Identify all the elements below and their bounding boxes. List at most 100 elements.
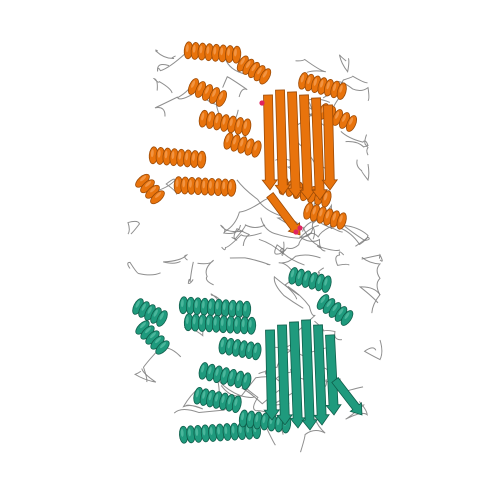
helix-shine: [154, 192, 162, 198]
helix-shine: [178, 151, 182, 160]
helix-a8: [223, 132, 262, 158]
loop: [260, 217, 319, 239]
loop: [197, 259, 214, 286]
strand-b4: [301, 319, 318, 431]
helix-shine: [326, 81, 330, 90]
helix-shine: [238, 425, 242, 434]
helix-shine: [234, 48, 237, 57]
helix-shine: [234, 341, 238, 350]
strand-arrow: [313, 324, 330, 426]
strand-arrow: [321, 104, 339, 191]
helix-shine: [325, 210, 330, 219]
helix-shine: [192, 44, 196, 53]
helix-turn: [156, 310, 168, 327]
helix-shine: [212, 89, 217, 97]
helix-b2: [183, 313, 257, 335]
helix-shine: [305, 204, 310, 213]
helix-b3: [132, 298, 168, 327]
helix-shine: [199, 153, 202, 162]
strand-arrow: [311, 97, 328, 201]
helix-shine: [180, 428, 184, 437]
helix-shine: [195, 427, 199, 436]
helix-shine: [206, 46, 210, 55]
helix-shine: [199, 45, 203, 54]
helix-shine: [297, 271, 301, 280]
helix-shine: [248, 319, 252, 328]
helix-shine: [262, 70, 268, 78]
helix-shine: [243, 374, 248, 383]
helix-shine: [339, 84, 343, 93]
loop: [142, 347, 182, 383]
helix-shine: [215, 393, 219, 402]
loop: [163, 254, 189, 264]
strand-b2: [276, 324, 293, 426]
helix-shine: [248, 413, 252, 422]
chain-a-orange: [135, 41, 358, 236]
helix-shine: [213, 46, 217, 55]
loop: [295, 58, 326, 73]
helix-shine: [201, 112, 205, 121]
loop: [335, 81, 370, 102]
helix-shine: [192, 316, 196, 325]
helix-shine: [219, 92, 224, 100]
helix-shine: [236, 119, 240, 128]
helix-shine: [241, 319, 245, 328]
helix-shine: [201, 300, 205, 309]
helix-shine: [153, 309, 158, 317]
helix-shine: [159, 312, 164, 320]
loop: [340, 224, 369, 246]
loop: [335, 251, 350, 266]
helix-shine: [320, 79, 324, 88]
helix-shine: [149, 332, 156, 339]
helix-shine: [198, 83, 203, 91]
helix-shine: [208, 113, 212, 122]
loop: [361, 253, 383, 262]
helix-shine: [226, 134, 230, 143]
loop: [281, 232, 313, 256]
helix-shine: [245, 60, 251, 68]
loop: [182, 387, 203, 410]
helix-shine: [154, 337, 161, 344]
loop: [258, 347, 295, 376]
helix-shine: [342, 114, 347, 122]
helix-shine: [164, 150, 168, 159]
loop: [363, 339, 383, 361]
strand-b6: [325, 334, 342, 416]
helix-shine: [215, 181, 219, 190]
helix-shine: [332, 304, 338, 312]
helix-shine: [231, 425, 235, 434]
helix-shine: [215, 115, 219, 124]
helix-shine: [339, 214, 343, 223]
helix-shine: [300, 74, 305, 83]
helix-b6: [193, 386, 242, 414]
helix-shine: [187, 299, 191, 308]
loop: [340, 130, 369, 146]
helix-shine: [221, 395, 225, 404]
helix-shine: [222, 369, 226, 378]
helix-shine: [313, 78, 318, 86]
helix-shine: [236, 373, 241, 382]
helix-shine: [159, 342, 166, 349]
helix-shine: [209, 180, 212, 189]
helix-a4: [198, 109, 252, 137]
helix-a9: [298, 72, 347, 100]
ligand-highlight: [259, 100, 303, 235]
helix-shine: [240, 57, 245, 65]
loop: [187, 261, 194, 284]
strand-b3: [289, 321, 306, 429]
helix-b1: [178, 296, 252, 319]
helix-shine: [254, 142, 258, 151]
helix-shine: [208, 301, 212, 310]
helix-shine: [307, 76, 311, 85]
helix-a12: [303, 202, 347, 230]
strand-a5: [311, 97, 328, 201]
loop: [306, 224, 333, 238]
helix-shine: [324, 278, 328, 286]
helix-a2: [236, 55, 272, 85]
loop: [222, 76, 248, 98]
helix-shine: [191, 80, 196, 88]
helix-shine: [229, 302, 233, 311]
helix-shine: [220, 318, 224, 327]
